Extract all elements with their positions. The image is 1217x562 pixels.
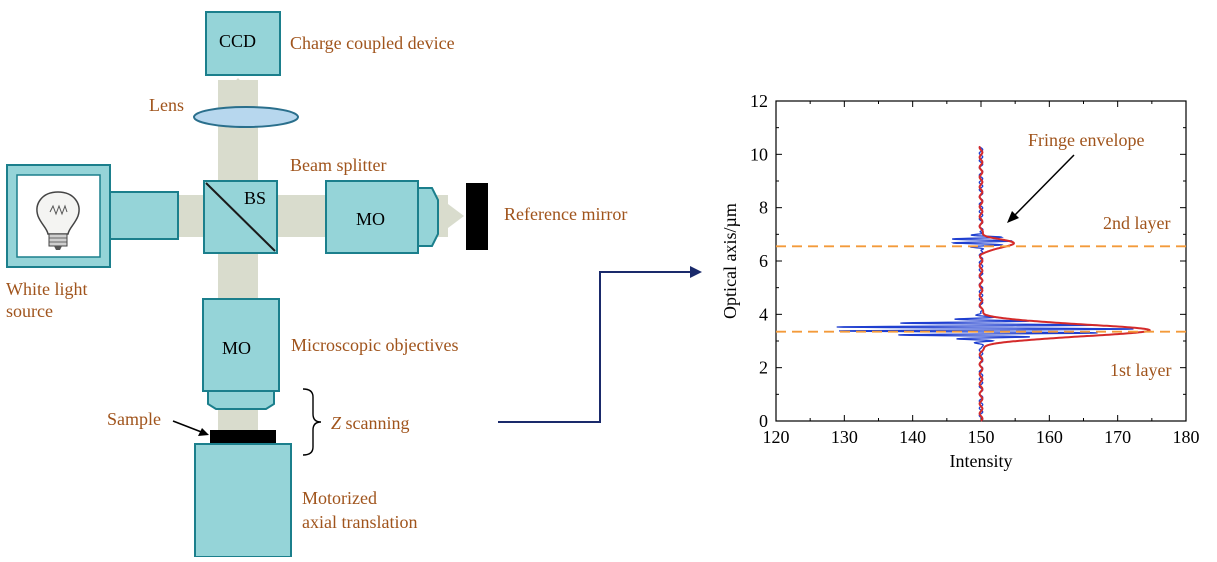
y-axis-label: Optical axis/µm	[720, 203, 740, 319]
bulb-icon	[36, 191, 80, 250]
x-tick-label: 130	[831, 427, 858, 447]
y-tick-label: 0	[759, 411, 768, 431]
fringe-signal-line	[836, 146, 1134, 422]
reference-mirror	[466, 183, 488, 250]
ccd-box-label: CCD	[219, 31, 257, 51]
translation-label-1: Motorized	[302, 488, 377, 508]
mo-right-tip	[417, 187, 439, 247]
x-tick-label: 150	[968, 427, 995, 447]
sample-label: Sample	[107, 409, 161, 429]
reference-mirror-label: Reference mirror	[504, 204, 628, 224]
y-tick-label: 8	[759, 198, 768, 218]
bs-box-label: BS	[244, 188, 267, 208]
beam-arrow-right	[440, 198, 464, 234]
translation-label-2: axial translation	[302, 512, 418, 532]
beam-splitter-diagonal	[205, 182, 276, 252]
envelope-arrow	[1013, 154, 1075, 217]
beam-arrow-down	[224, 406, 252, 424]
collimator-box	[109, 191, 179, 240]
intensity-chart: 120 130 140 150 160 170 180 0 2 4 6 8 10 12 Intensity O…	[720, 91, 1200, 471]
ccd-box	[205, 11, 281, 76]
y-tick-label: 4	[759, 304, 768, 324]
y-tick-label: 2	[759, 358, 768, 378]
mo-bottom-tip	[207, 390, 275, 410]
x-tick-label: 170	[1104, 427, 1131, 447]
objectives-label: Microscopic objectives	[291, 335, 459, 355]
x-tick-label: 120	[763, 427, 790, 447]
envelope-arrow-head	[1007, 211, 1019, 223]
mo-right-box-label: MO	[356, 209, 386, 229]
beam-splitter-label: Beam splitter	[290, 155, 387, 175]
y-tick-label: 10	[750, 144, 768, 164]
lens	[193, 106, 299, 128]
mo-bottom-box-label: MO	[222, 338, 252, 358]
light-source-label-2: source	[6, 301, 53, 321]
z-scan-italic: Z	[331, 413, 342, 433]
sample-arrow-head	[198, 428, 209, 436]
y-tick-label: 12	[750, 91, 768, 111]
mo-right-box	[325, 180, 419, 254]
connector-line	[498, 271, 692, 423]
light-source-label-1: White light	[6, 279, 88, 299]
connector-arrow-head	[690, 266, 702, 278]
translation-stage	[194, 443, 292, 558]
fringe-envelope-line	[978, 145, 1151, 422]
sample	[210, 430, 276, 444]
x-tick-label: 180	[1173, 427, 1200, 447]
layer2-annotation: 2nd layer	[1103, 213, 1170, 233]
layer1-annotation: 1st layer	[1110, 360, 1171, 380]
x-axis-label: Intensity	[950, 451, 1013, 471]
z-scan-label: Z scanning	[331, 413, 410, 434]
sample-arrow	[172, 420, 205, 434]
x-tick-label: 160	[1036, 427, 1063, 447]
ccd-label: Charge coupled device	[290, 33, 455, 53]
z-scan-brace	[302, 388, 322, 456]
x-tick-label: 140	[899, 427, 926, 447]
beam-arrow-up	[222, 78, 254, 96]
y-tick-label: 6	[759, 251, 768, 271]
fringe-envelope-annotation: Fringe envelope	[1028, 130, 1144, 150]
z-scan-text: scanning	[341, 413, 410, 433]
lens-label: Lens	[149, 95, 184, 115]
